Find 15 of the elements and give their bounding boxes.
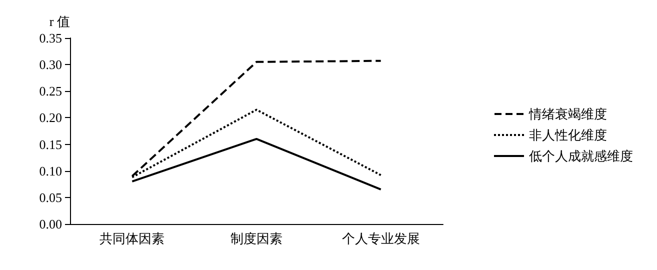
y-tick-label: 0.10 bbox=[39, 163, 62, 178]
y-tick-label: 0.15 bbox=[39, 136, 62, 152]
y-tick-label: 0.25 bbox=[39, 84, 62, 99]
y-tick-label: 0.05 bbox=[39, 190, 62, 205]
y-tick-label: 0.35 bbox=[39, 30, 62, 46]
legend-label: 非人性化维度 bbox=[529, 128, 607, 142]
legend-label: 低个人成就感维度 bbox=[529, 148, 633, 164]
x-tick-label: 个人专业发展 bbox=[342, 231, 420, 246]
y-axis-title: r 值 bbox=[49, 14, 70, 29]
legend-label: 情绪衰竭维度 bbox=[528, 106, 607, 122]
x-tick-label: 制度因素 bbox=[230, 231, 282, 246]
y-tick-label: 0.30 bbox=[39, 57, 62, 72]
y-tick-label: 0.00 bbox=[39, 216, 62, 232]
y-tick-label: 0.20 bbox=[39, 110, 62, 126]
x-tick-label: 共同体因素 bbox=[100, 231, 165, 246]
